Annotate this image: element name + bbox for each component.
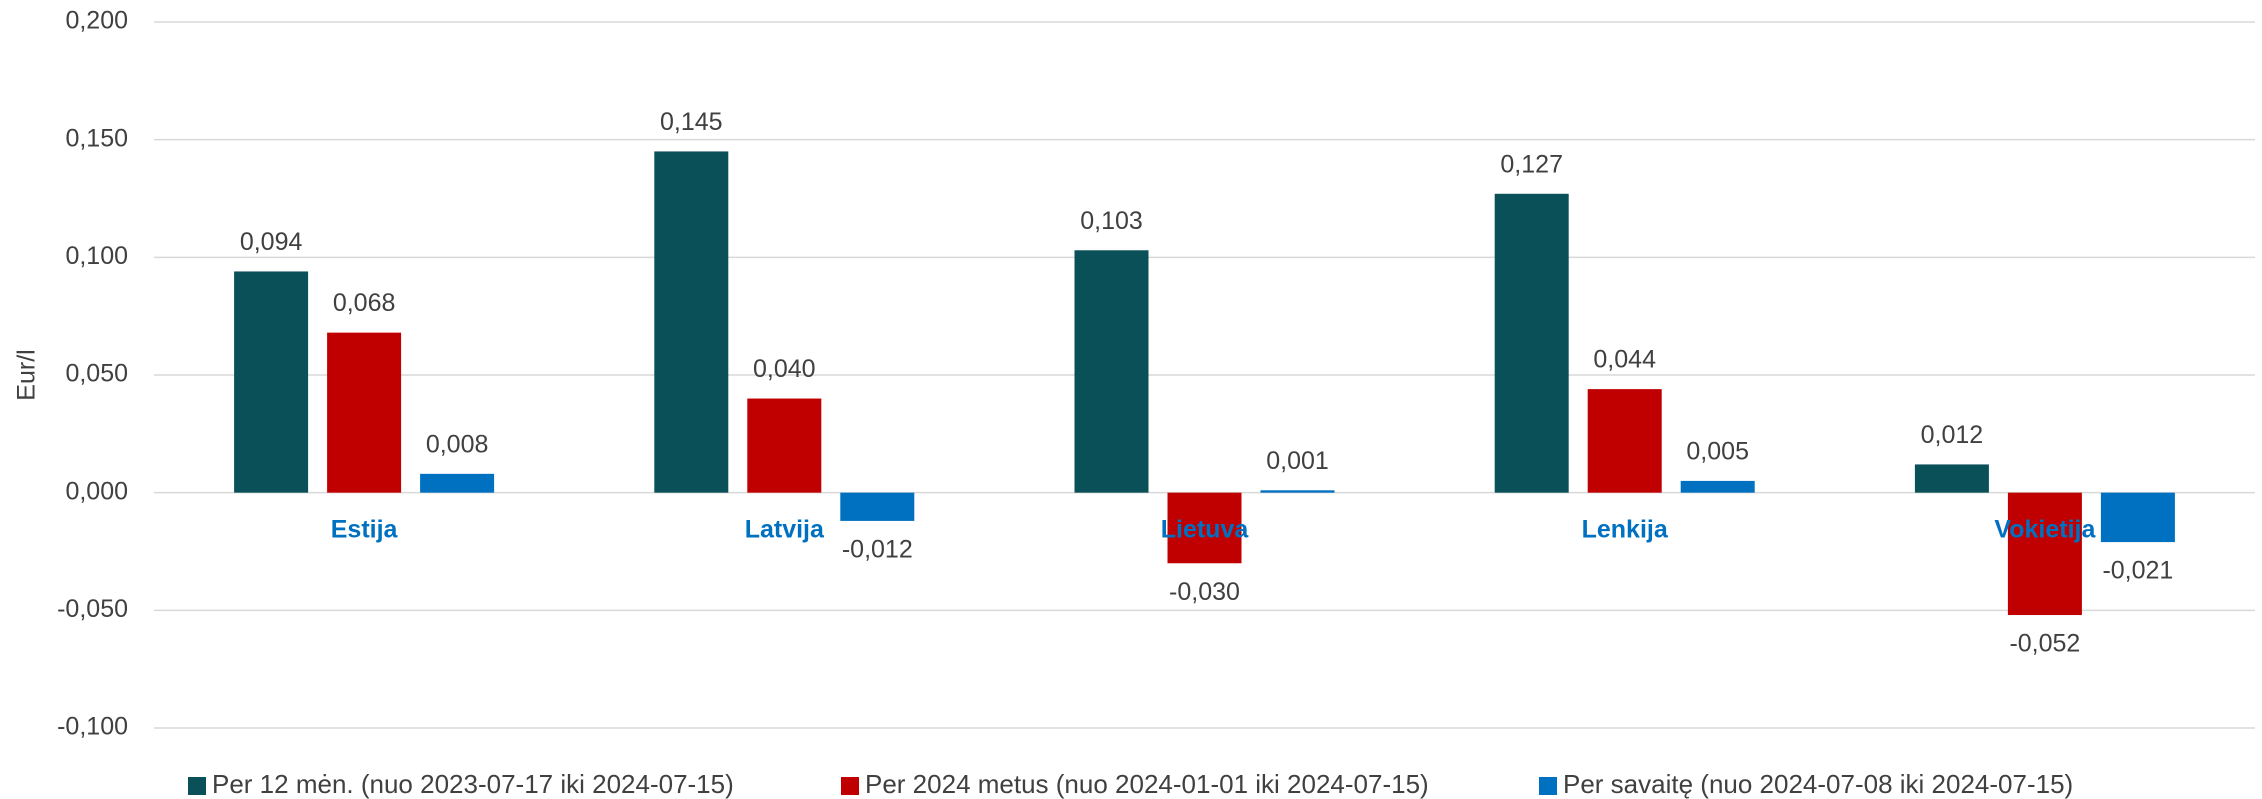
- y-tick-label: 0,100: [65, 242, 128, 270]
- legend-swatch: [841, 777, 859, 795]
- bar: [654, 151, 729, 493]
- y-tick-label: 0,000: [65, 477, 128, 505]
- bar: [747, 398, 822, 493]
- bar: [2100, 492, 2175, 543]
- bar: [327, 332, 402, 493]
- y-axis-label: Eur/l: [13, 349, 41, 400]
- bar: [234, 271, 309, 493]
- bar: [1680, 480, 1755, 493]
- bar: [1074, 250, 1149, 493]
- data-label: 0,001: [1266, 447, 1329, 475]
- data-label: 0,068: [333, 289, 396, 317]
- data-label: 0,127: [1500, 150, 1563, 178]
- data-label: 0,094: [240, 228, 303, 256]
- bar: [1587, 389, 1662, 493]
- y-tick-label: -0,100: [57, 713, 128, 741]
- y-tick-label: 0,050: [65, 360, 128, 388]
- legend-label: Per 12 mėn. (nuo 2023-07-17 iki 2024-07-…: [212, 769, 734, 799]
- bar: [420, 473, 495, 493]
- legend-label: Per 2024 metus (nuo 2024-01-01 iki 2024-…: [865, 769, 1429, 799]
- data-label: 0,005: [1686, 438, 1749, 466]
- category-label: Estija: [331, 515, 399, 543]
- category-label: Latvija: [745, 515, 825, 543]
- data-label: 0,008: [426, 430, 489, 458]
- bar: [840, 492, 915, 521]
- y-tick-label: -0,050: [57, 595, 128, 623]
- data-label: 0,145: [660, 108, 723, 136]
- data-label: -0,021: [2102, 557, 2173, 585]
- data-label: -0,030: [1169, 578, 1240, 606]
- data-label: 0,040: [753, 355, 816, 383]
- bar: [1494, 193, 1569, 493]
- legend-swatch: [1539, 777, 1557, 795]
- data-label: 0,044: [1593, 346, 1656, 374]
- legend-swatch: [188, 777, 206, 795]
- y-tick-label: 0,200: [65, 7, 128, 35]
- data-label: 0,103: [1080, 207, 1143, 235]
- category-label: Vokietija: [1994, 515, 2096, 543]
- data-label: -0,012: [842, 536, 913, 564]
- category-label: Lietuva: [1161, 515, 1250, 543]
- legend-label: Per savaitę (nuo 2024-07-08 iki 2024-07-…: [1563, 769, 2073, 799]
- bar: [1260, 490, 1335, 493]
- data-label: -0,052: [2009, 630, 2080, 658]
- data-label: 0,012: [1921, 421, 1984, 449]
- category-label: Lenkija: [1582, 515, 1669, 543]
- bar: [1167, 492, 1242, 564]
- bar: [2007, 492, 2082, 616]
- y-tick-label: 0,150: [65, 124, 128, 152]
- bar: [1914, 464, 1989, 493]
